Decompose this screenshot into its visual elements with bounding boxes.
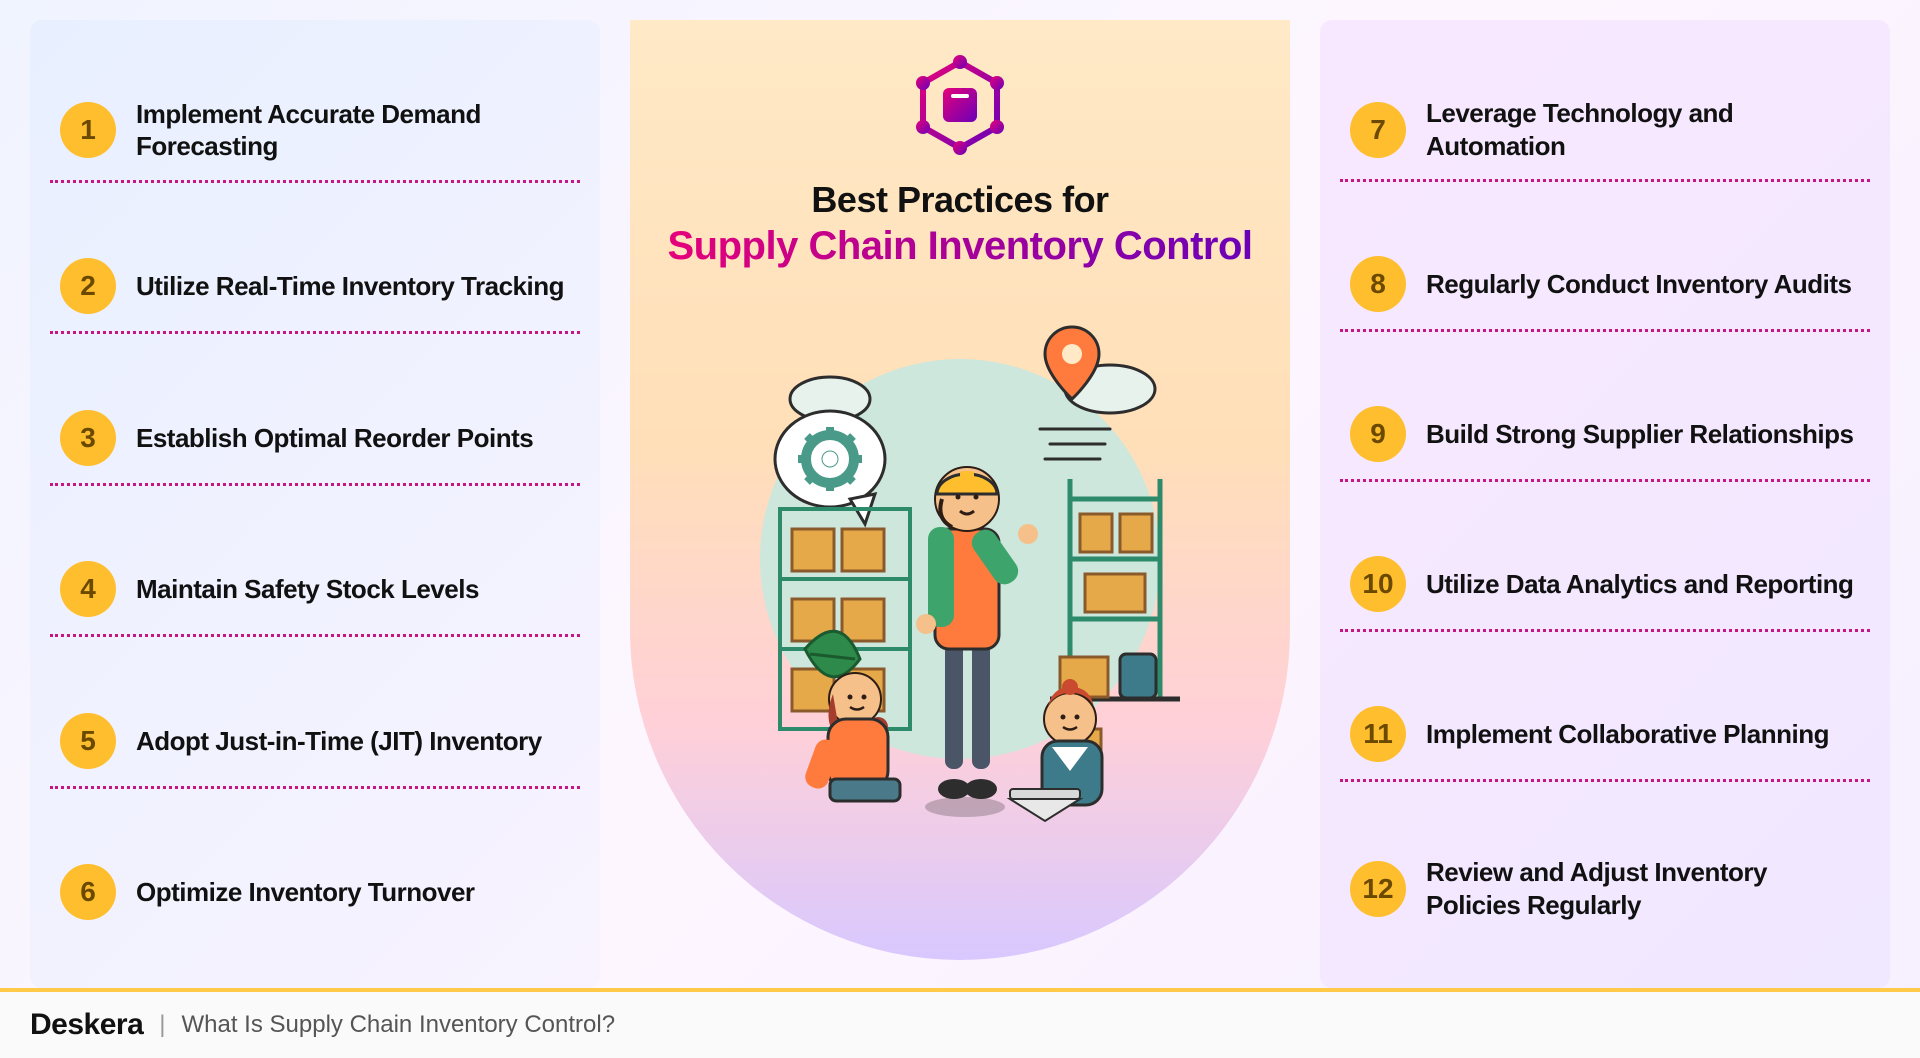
footer-text: What Is Supply Chain Inventory Control? [182,1011,616,1039]
number-badge: 12 [1350,861,1406,917]
list-item: 11 Implement Collaborative Planning [1350,694,1860,774]
number-badge: 8 [1350,256,1406,312]
item-label: Leverage Technology and Automation [1426,97,1860,162]
item-label: Optimize Inventory Turnover [136,876,475,909]
footer: Deskera | What Is Supply Chain Inventory… [0,988,1920,1058]
number-badge: 2 [60,258,116,314]
number-badge: 4 [60,561,116,617]
item-label: Regularly Conduct Inventory Audits [1426,268,1852,301]
item-label: Utilize Real-Time Inventory Tracking [136,270,564,303]
title-line-2: Supply Chain Inventory Control [667,223,1252,269]
left-panel: 1 Implement Accurate Demand Forecasting … [30,20,600,988]
item-label: Utilize Data Analytics and Reporting [1426,568,1853,601]
item-label: Adopt Just-in-Time (JIT) Inventory [136,725,542,758]
right-panel: 7 Leverage Technology and Automation 8 R… [1320,20,1890,988]
list-item: 3 Establish Optimal Reorder Points [60,398,570,478]
number-badge: 5 [60,713,116,769]
list-item: 6 Optimize Inventory Turnover [60,852,570,932]
list-item: 4 Maintain Safety Stock Levels [60,549,570,629]
item-label: Review and Adjust Inventory Policies Reg… [1426,856,1860,921]
item-label: Implement Collaborative Planning [1426,718,1829,751]
warehouse-illustration [710,299,1210,829]
list-item: 5 Adopt Just-in-Time (JIT) Inventory [60,701,570,781]
brand-logo: Deskera [30,1008,143,1042]
number-badge: 11 [1350,706,1406,762]
center-panel: Best Practices for Supply Chain Inventor… [630,20,1290,960]
list-item: 10 Utilize Data Analytics and Reporting [1350,544,1860,624]
list-item: 2 Utilize Real-Time Inventory Tracking [60,246,570,326]
footer-separator: | [159,1011,165,1039]
number-badge: 9 [1350,406,1406,462]
number-badge: 7 [1350,102,1406,158]
list-item: 12 Review and Adjust Inventory Policies … [1350,844,1860,933]
number-badge: 1 [60,102,116,158]
list-item: 9 Build Strong Supplier Relationships [1350,394,1860,474]
item-label: Establish Optimal Reorder Points [136,422,533,455]
item-label: Implement Accurate Demand Forecasting [136,98,570,163]
network-box-icon [905,50,1015,165]
title-line-1: Best Practices for [811,179,1108,221]
list-item: 7 Leverage Technology and Automation [1350,85,1860,174]
list-item: 8 Regularly Conduct Inventory Audits [1350,244,1860,324]
number-badge: 10 [1350,556,1406,612]
item-label: Build Strong Supplier Relationships [1426,418,1853,451]
number-badge: 3 [60,410,116,466]
list-item: 1 Implement Accurate Demand Forecasting [60,86,570,175]
number-badge: 6 [60,864,116,920]
infographic-container: 1 Implement Accurate Demand Forecasting … [0,0,1920,988]
item-label: Maintain Safety Stock Levels [136,573,479,606]
